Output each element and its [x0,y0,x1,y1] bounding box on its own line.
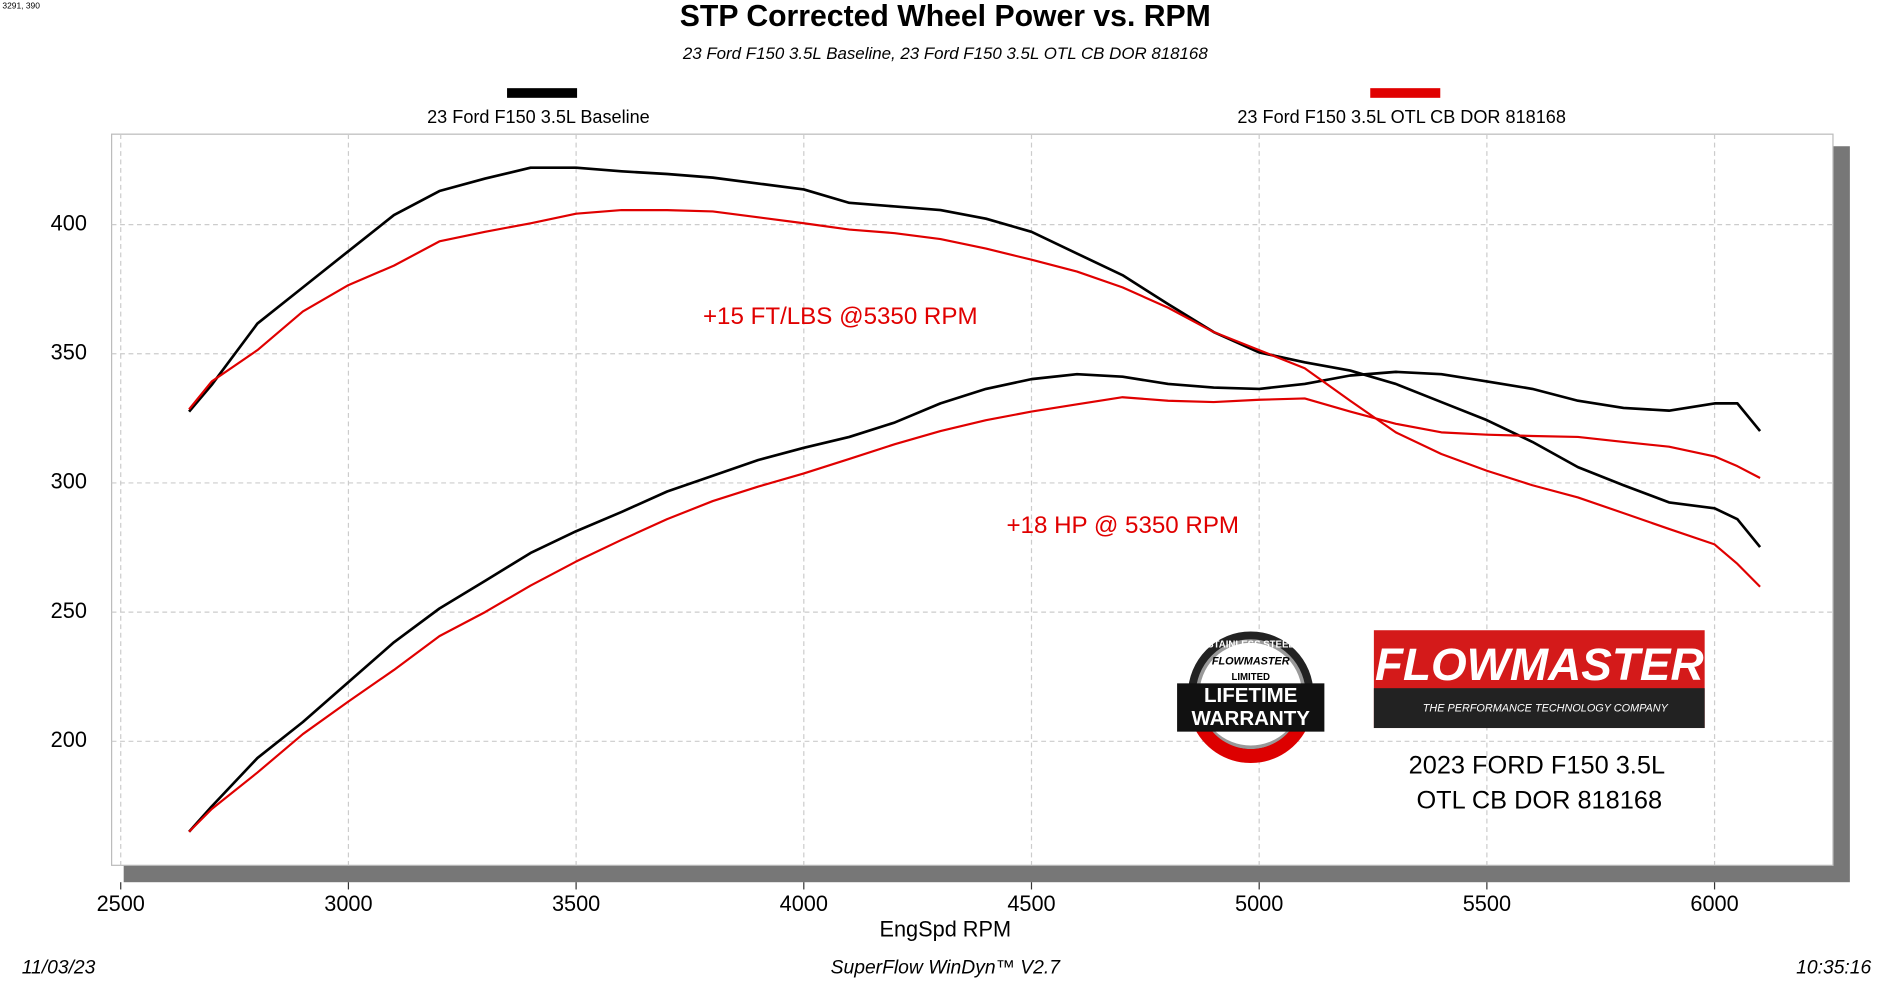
badge-text: STAINLESS STEEL [1207,639,1294,650]
badge-text: LIMITED [1231,672,1270,683]
legend-swatch [507,88,578,98]
plot-frame [111,133,1834,866]
flowmaster-logo: FLOWMASTER THE PERFORMANCE TECHNOLOGY CO… [1373,630,1705,729]
x-tick-label: 4500 [1007,891,1055,916]
x-tick-label: 6000 [1690,891,1738,916]
y-tick-label: 350 [51,340,87,365]
annotation: +15 FT/LBS @5350 RPM [703,303,978,330]
badge-band [1177,683,1325,732]
corner-label: 3291, 390 [2,0,40,10]
caption: 2023 FORD F150 3.5L [1409,751,1665,779]
footer-date: 11/03/23 [22,957,96,978]
x-tick-label: 2500 [97,891,145,916]
footer-time: 10:35:16 [1796,957,1871,978]
legend-label: 23 Ford F150 3.5L Baseline [427,107,650,127]
logo-tagline: THE PERFORMANCE TECHNOLOGY COMPANY [1423,703,1669,715]
line-torque [188,209,1761,588]
logo-brand: FLOWMASTER [1375,638,1704,690]
caption: OTL CB DOR 818168 [1416,786,1662,814]
line-torque [188,166,1762,548]
y-tick-label: 250 [51,598,87,623]
warranty-badge: STAINLESS STEEL FLOWMASTER LIMITED LIFET… [1177,631,1325,764]
x-tick-label: 3000 [324,891,372,916]
annotation: +18 HP @ 5350 RPM [1006,512,1239,539]
legend-swatch [1370,88,1441,98]
footer-software: SuperFlow WinDyn™ V2.7 [831,957,1062,978]
x-axis-label: EngSpd RPM [879,917,1011,942]
series-layer [188,166,1762,833]
badge-text: WARRANTY [1191,707,1310,730]
legend-label: 23 Ford F150 3.5L OTL CB DOR 818168 [1237,107,1566,127]
chart-subtitle: 23 Ford F150 3.5L Baseline, 23 Ford F150… [682,44,1208,63]
x-tick-label: 3500 [552,891,600,916]
y-tick-label: 300 [51,469,87,494]
y-tick-label: 200 [51,727,87,752]
plot-area [111,133,1850,890]
badge-arc [1192,724,1309,764]
x-tick-label: 5000 [1235,891,1283,916]
x-tick-label: 5500 [1463,891,1511,916]
line-power [188,370,1762,833]
chart-title: STP Corrected Wheel Power vs. RPM [680,0,1211,33]
y-tick-label: 400 [51,210,87,235]
x-tick-label: 4000 [780,891,828,916]
badge-text: LIFETIME [1204,684,1297,707]
line-power [188,396,1761,833]
badge-text: FLOWMASTER [1212,655,1290,667]
logo-band [1373,688,1705,729]
